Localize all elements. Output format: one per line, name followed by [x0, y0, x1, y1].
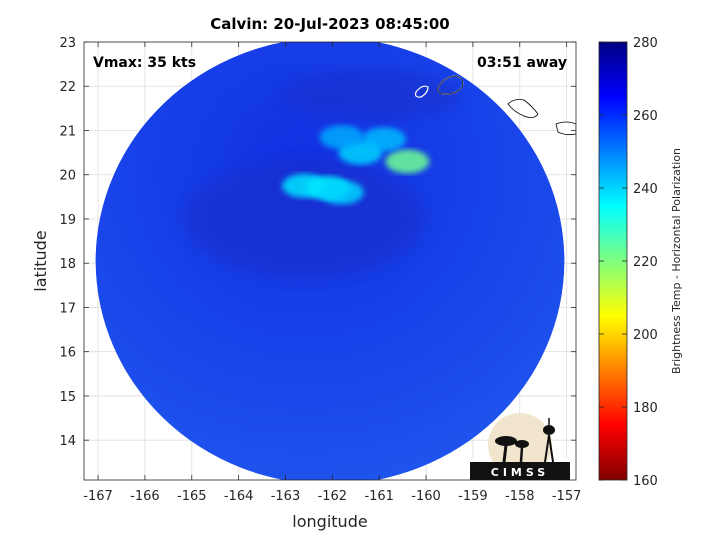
island-outline-land — [507, 99, 539, 118]
x-tick-label: -160 — [411, 489, 441, 504]
y-tick-label: 23 — [59, 36, 76, 51]
colorbar-tick-label: 240 — [633, 182, 658, 197]
x-tick-label: -167 — [83, 489, 113, 504]
y-tick-label: 18 — [59, 257, 76, 272]
swath — [95, 42, 565, 480]
cold-core-region — [184, 158, 425, 279]
y-tick-label: 22 — [59, 80, 76, 95]
logo-text: CIMSS — [491, 466, 549, 479]
colorbar-tick-label: 280 — [633, 36, 658, 51]
x-tick-label: -159 — [458, 489, 488, 504]
y-axis-label: latitude — [31, 230, 50, 291]
x-tick-label: -158 — [505, 489, 535, 504]
plot-frame — [83, 41, 577, 481]
colorbar-label: Brightness Temp - Horizontal Polarizatio… — [670, 148, 683, 374]
chart-title: Calvin: 20-Jul-2023 08:45:00 — [210, 15, 449, 33]
cloud-feature — [361, 127, 406, 152]
x-axis-label: longitude — [292, 512, 367, 531]
vmax-annotation: Vmax: 35 kts — [93, 55, 196, 71]
y-tick-label: 20 — [59, 169, 76, 184]
y-tick-label: 15 — [59, 390, 76, 405]
colorbar-tick-label: 160 — [633, 474, 658, 489]
y-tick-label: 17 — [59, 301, 76, 316]
x-tick-label: -161 — [364, 489, 394, 504]
colorbar-tick-label: 260 — [633, 109, 658, 124]
cloud-feature — [319, 125, 364, 150]
cloud-feature — [319, 180, 364, 205]
x-axis-ticks: -167 -166 -165 -164 -163 -162 -161 -160 -159 -158… — [83, 42, 581, 504]
colorbar-tick-label: 180 — [633, 401, 658, 416]
colorbar-tick-label: 200 — [633, 328, 658, 343]
cimss-logo: CIMSS — [470, 413, 570, 480]
cloud-feature — [385, 149, 430, 174]
x-tick-label: -166 — [130, 489, 160, 504]
y-tick-label: 19 — [59, 213, 76, 228]
colorbar-ticks: 160 180 200 220 240 260 280 — [599, 36, 658, 489]
x-tick-label: -162 — [318, 489, 348, 504]
plot-area: -167 -166 -165 -164 -163 -162 -161 -160 -159 -158… — [59, 36, 581, 504]
colorbar: 160 180 200 220 240 260 280 Brightness Temp - … — [598, 36, 683, 489]
y-axis-ticks: 14 15 16 17 18 19 20 21 22 23 — [59, 36, 576, 449]
colorbar-tick-label: 220 — [633, 255, 658, 270]
y-tick-label: 14 — [59, 434, 76, 449]
x-tick-label: -163 — [271, 489, 301, 504]
y-tick-label: 21 — [59, 124, 76, 139]
x-tick-label: -164 — [224, 489, 254, 504]
island-outline-dark — [437, 75, 464, 95]
x-tick-label: -165 — [177, 489, 207, 504]
y-tick-label: 16 — [59, 346, 76, 361]
island-outline — [569, 135, 576, 143]
island-outline-land — [555, 121, 576, 136]
time-away-annotation: 03:51 away — [477, 55, 567, 71]
x-tick-label: -157 — [552, 489, 582, 504]
island-outline — [414, 85, 429, 98]
hawaii-coastlines — [414, 75, 576, 143]
cloud-feature — [282, 173, 327, 198]
cold-north-region — [279, 70, 460, 121]
